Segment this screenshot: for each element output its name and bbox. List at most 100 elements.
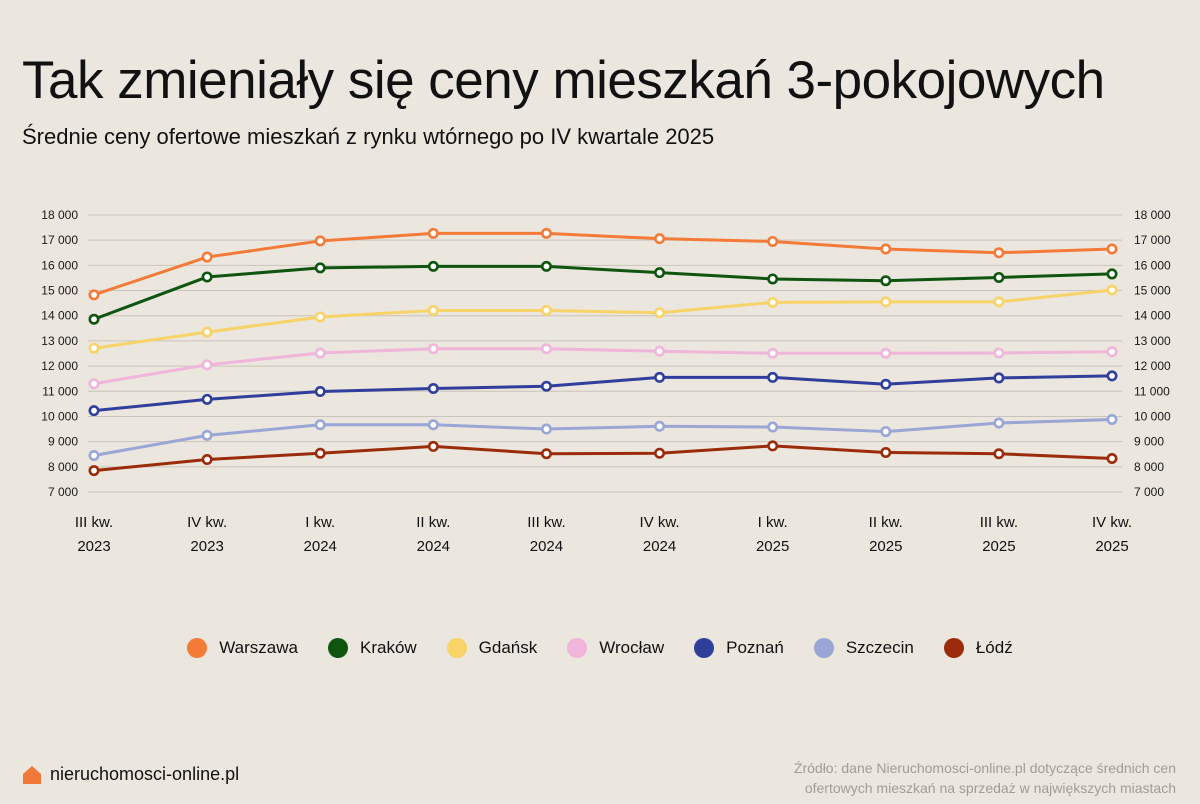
data-point-warszawa bbox=[1106, 243, 1118, 255]
data-point-gdańsk bbox=[314, 311, 326, 323]
x-tick-label-year: 2024 bbox=[417, 538, 450, 555]
x-tick-label-quarter: IV kw. bbox=[640, 514, 680, 531]
data-point-gdańsk bbox=[767, 296, 779, 308]
x-tick-label-quarter: II kw. bbox=[416, 514, 450, 531]
brand-logo[interactable]: nieruchomosci-online.pl bbox=[22, 764, 239, 785]
data-point-warszawa bbox=[993, 247, 1005, 259]
data-point-szczecin bbox=[993, 417, 1005, 429]
data-point-warszawa bbox=[767, 235, 779, 247]
series-line-szczecin bbox=[93, 417, 1113, 457]
data-point-łódź bbox=[880, 446, 892, 458]
y-tick-label-left: 9 000 bbox=[48, 435, 78, 449]
y-tick-label-left: 13 000 bbox=[41, 334, 78, 348]
legend-item: Łódź bbox=[943, 638, 1013, 658]
legend-label: Łódź bbox=[975, 638, 1013, 657]
data-point-szczecin bbox=[88, 449, 100, 461]
data-point-szczecin bbox=[880, 426, 892, 438]
chart-subtitle: Średnie ceny ofertowe mieszkań z rynku w… bbox=[22, 124, 715, 149]
y-tick-label-left: 18 000 bbox=[41, 208, 78, 222]
data-point-wrocław bbox=[540, 343, 552, 355]
x-tick-label-year: 2025 bbox=[869, 538, 902, 555]
data-point-wrocław bbox=[880, 347, 892, 359]
house-icon bbox=[23, 765, 41, 784]
source-line-2: ofertowych mieszkań na sprzedaż w najwię… bbox=[804, 780, 1176, 797]
x-tick-label-quarter: III kw. bbox=[75, 514, 113, 531]
y-tick-label-right: 13 000 bbox=[1134, 334, 1171, 348]
x-tick-label-year: 2025 bbox=[982, 538, 1015, 555]
legend-item: Warszawa bbox=[187, 638, 298, 658]
data-point-kraków bbox=[654, 267, 666, 279]
legend-swatch bbox=[327, 638, 348, 658]
data-point-warszawa bbox=[314, 235, 326, 247]
data-point-szczecin bbox=[1106, 413, 1118, 425]
data-point-kraków bbox=[201, 271, 213, 283]
y-tick-label-right: 10 000 bbox=[1134, 409, 1171, 423]
y-tick-label-left: 7 000 bbox=[48, 485, 78, 499]
y-tick-label-right: 17 000 bbox=[1134, 233, 1171, 247]
legend-swatch bbox=[446, 638, 467, 658]
series-line-kraków bbox=[93, 264, 1113, 321]
data-point-szczecin bbox=[540, 423, 552, 435]
legend-label: Gdańsk bbox=[478, 638, 538, 657]
x-tick-label-quarter: IV kw. bbox=[187, 514, 227, 531]
data-point-gdańsk bbox=[654, 307, 666, 319]
y-tick-label-left: 8 000 bbox=[48, 460, 78, 474]
data-point-warszawa bbox=[880, 243, 892, 255]
data-point-łódź bbox=[767, 440, 779, 452]
x-tick-label-year: 2023 bbox=[77, 538, 110, 555]
y-tick-label-left: 12 000 bbox=[41, 359, 78, 373]
data-point-kraków bbox=[880, 275, 892, 287]
y-tick-label-left: 14 000 bbox=[41, 309, 78, 323]
brand-name: nieruchomosci-online.pl bbox=[50, 764, 240, 784]
source-line-1: Źródło: dane Nieruchomosci-online.pl dot… bbox=[793, 760, 1176, 776]
y-tick-label-left: 10 000 bbox=[41, 409, 78, 423]
data-point-wrocław bbox=[314, 347, 326, 359]
data-point-gdańsk bbox=[540, 304, 552, 316]
series-line-warszawa bbox=[93, 231, 1113, 297]
series-line-łódź bbox=[93, 444, 1113, 473]
legend-swatch bbox=[694, 638, 715, 658]
data-point-gdańsk bbox=[1106, 284, 1118, 296]
data-point-wrocław bbox=[427, 343, 439, 355]
x-tick-label-quarter: I kw. bbox=[758, 514, 788, 531]
x-tick-label-quarter: III kw. bbox=[527, 514, 565, 531]
data-point-szczecin bbox=[314, 419, 326, 431]
series-line-wrocław bbox=[93, 347, 1113, 386]
x-tick-label-year: 2025 bbox=[1095, 538, 1128, 555]
legend-item: Wrocław bbox=[567, 638, 664, 658]
x-tick-label-quarter: III kw. bbox=[980, 514, 1018, 531]
data-point-gdańsk bbox=[880, 296, 892, 308]
data-point-kraków bbox=[88, 313, 100, 325]
x-tick-label-year: 2025 bbox=[756, 538, 789, 555]
data-point-kraków bbox=[427, 260, 439, 272]
y-tick-label-left: 16 000 bbox=[41, 258, 78, 272]
legend-swatch bbox=[943, 638, 964, 658]
chart-title: Tak zmieniały się ceny mieszkań 3-pokojo… bbox=[22, 51, 1105, 110]
data-point-gdańsk bbox=[427, 304, 439, 316]
data-point-łódź bbox=[314, 447, 326, 459]
legend-item: Kraków bbox=[327, 638, 417, 658]
data-point-szczecin bbox=[427, 419, 439, 431]
data-point-poznań bbox=[540, 380, 552, 392]
series-line-poznań bbox=[93, 374, 1113, 413]
y-tick-label-left: 15 000 bbox=[41, 284, 78, 298]
y-tick-label-left: 17 000 bbox=[41, 233, 78, 247]
data-point-wrocław bbox=[993, 347, 1005, 359]
legend-label: Warszawa bbox=[219, 638, 298, 657]
data-point-poznań bbox=[1106, 370, 1118, 382]
y-tick-label-right: 11 000 bbox=[1134, 384, 1170, 398]
data-point-poznań bbox=[654, 371, 666, 383]
data-point-warszawa bbox=[88, 289, 100, 301]
data-point-poznań bbox=[427, 383, 439, 395]
data-point-kraków bbox=[1106, 268, 1118, 280]
data-point-wrocław bbox=[1106, 346, 1118, 358]
y-tick-label-right: 12 000 bbox=[1134, 359, 1171, 373]
data-point-poznań bbox=[880, 378, 892, 390]
data-point-łódź bbox=[993, 448, 1005, 460]
legend-label: Kraków bbox=[359, 638, 417, 657]
legend-label: Wrocław bbox=[599, 638, 665, 657]
legend-label: Poznań bbox=[726, 638, 784, 657]
y-tick-label-right: 7 000 bbox=[1134, 485, 1164, 499]
legend-swatch bbox=[813, 638, 834, 658]
data-point-łódź bbox=[540, 448, 552, 460]
